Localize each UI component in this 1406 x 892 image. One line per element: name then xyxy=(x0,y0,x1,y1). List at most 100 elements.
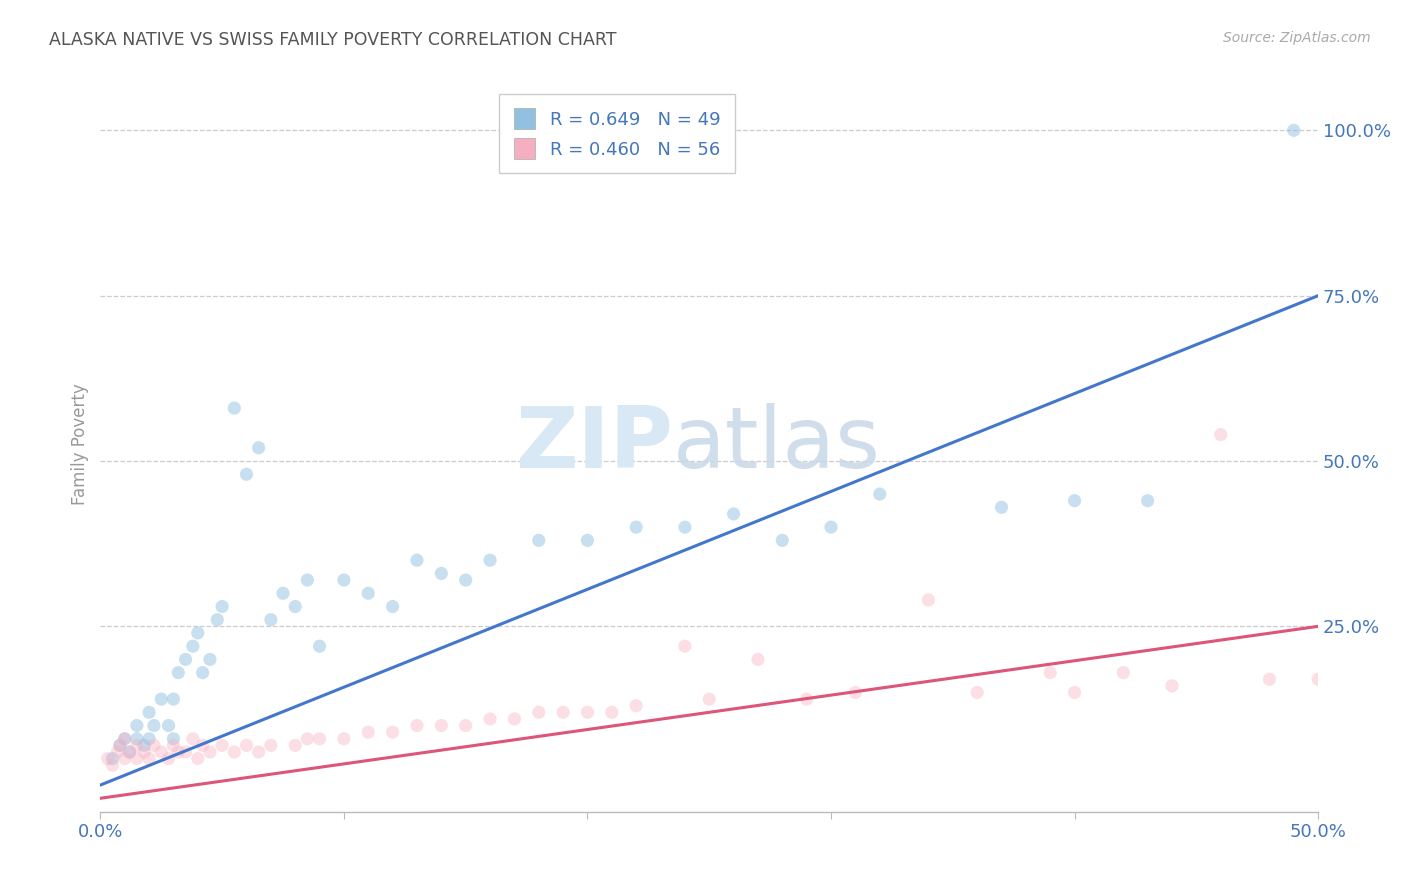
Point xyxy=(284,739,307,753)
Point xyxy=(142,739,165,753)
Point xyxy=(990,500,1012,515)
Point xyxy=(125,739,148,753)
Point xyxy=(191,739,214,753)
Point xyxy=(138,731,160,746)
Point xyxy=(697,692,720,706)
Point xyxy=(162,731,184,746)
Point xyxy=(624,698,647,713)
Point xyxy=(125,718,148,732)
Point xyxy=(381,725,404,739)
Point xyxy=(157,751,180,765)
Point xyxy=(142,718,165,732)
Point xyxy=(1112,665,1135,680)
Y-axis label: Family Poverty: Family Poverty xyxy=(72,384,89,506)
Point xyxy=(624,520,647,534)
Point xyxy=(162,692,184,706)
Point xyxy=(527,533,550,548)
Point xyxy=(247,441,270,455)
Point xyxy=(406,553,429,567)
Point xyxy=(181,731,204,746)
Point xyxy=(333,573,356,587)
Point xyxy=(430,718,453,732)
Point xyxy=(167,665,190,680)
Point xyxy=(333,731,356,746)
Point xyxy=(247,745,270,759)
Point xyxy=(1161,679,1184,693)
Point xyxy=(118,745,141,759)
Point xyxy=(162,739,184,753)
Point xyxy=(191,665,214,680)
Point xyxy=(224,745,246,759)
Point xyxy=(527,706,550,720)
Point xyxy=(235,467,257,482)
Point xyxy=(134,745,156,759)
Point xyxy=(503,712,526,726)
Point xyxy=(820,520,842,534)
Point xyxy=(430,566,453,581)
Point xyxy=(284,599,307,614)
Point xyxy=(260,739,283,753)
Point xyxy=(211,599,233,614)
Point xyxy=(101,758,124,772)
Point xyxy=(118,745,141,759)
Point xyxy=(1308,672,1330,686)
Point xyxy=(600,706,623,720)
Point xyxy=(357,586,380,600)
Point xyxy=(187,626,209,640)
Point xyxy=(114,731,136,746)
Point xyxy=(125,751,148,765)
Point xyxy=(167,745,190,759)
Point xyxy=(207,613,229,627)
Point xyxy=(1258,672,1281,686)
Point xyxy=(114,731,136,746)
Point xyxy=(271,586,294,600)
Point xyxy=(174,652,197,666)
Point xyxy=(917,593,939,607)
Point xyxy=(673,520,696,534)
Point xyxy=(869,487,891,501)
Point xyxy=(105,745,128,759)
Point xyxy=(235,739,257,753)
Point xyxy=(125,731,148,746)
Point xyxy=(187,751,209,765)
Point xyxy=(297,731,319,746)
Point xyxy=(673,639,696,653)
Point xyxy=(108,739,131,753)
Point xyxy=(1063,493,1085,508)
Point xyxy=(198,745,221,759)
Point xyxy=(150,745,173,759)
Point xyxy=(134,739,156,753)
Point xyxy=(224,401,246,416)
Point xyxy=(211,739,233,753)
Point xyxy=(1209,427,1232,442)
Point xyxy=(198,652,221,666)
Point xyxy=(576,533,599,548)
Point xyxy=(844,685,866,699)
Text: ZIP: ZIP xyxy=(515,403,672,486)
Point xyxy=(479,712,502,726)
Point xyxy=(747,652,769,666)
Point xyxy=(1282,123,1305,137)
Point xyxy=(181,639,204,653)
Point xyxy=(1063,685,1085,699)
Point xyxy=(108,739,131,753)
Point xyxy=(260,613,283,627)
Point xyxy=(770,533,793,548)
Point xyxy=(308,731,330,746)
Text: Source: ZipAtlas.com: Source: ZipAtlas.com xyxy=(1223,31,1371,45)
Text: atlas: atlas xyxy=(672,403,880,486)
Point xyxy=(576,706,599,720)
Point xyxy=(357,725,380,739)
Legend: R = 0.649   N = 49, R = 0.460   N = 56: R = 0.649 N = 49, R = 0.460 N = 56 xyxy=(499,94,735,173)
Point xyxy=(479,553,502,567)
Point xyxy=(308,639,330,653)
Point xyxy=(114,751,136,765)
Point xyxy=(297,573,319,587)
Point xyxy=(138,751,160,765)
Point xyxy=(796,692,818,706)
Point xyxy=(553,706,575,720)
Point xyxy=(966,685,988,699)
Point xyxy=(454,573,477,587)
Text: ALASKA NATIVE VS SWISS FAMILY POVERTY CORRELATION CHART: ALASKA NATIVE VS SWISS FAMILY POVERTY CO… xyxy=(49,31,617,49)
Point xyxy=(101,751,124,765)
